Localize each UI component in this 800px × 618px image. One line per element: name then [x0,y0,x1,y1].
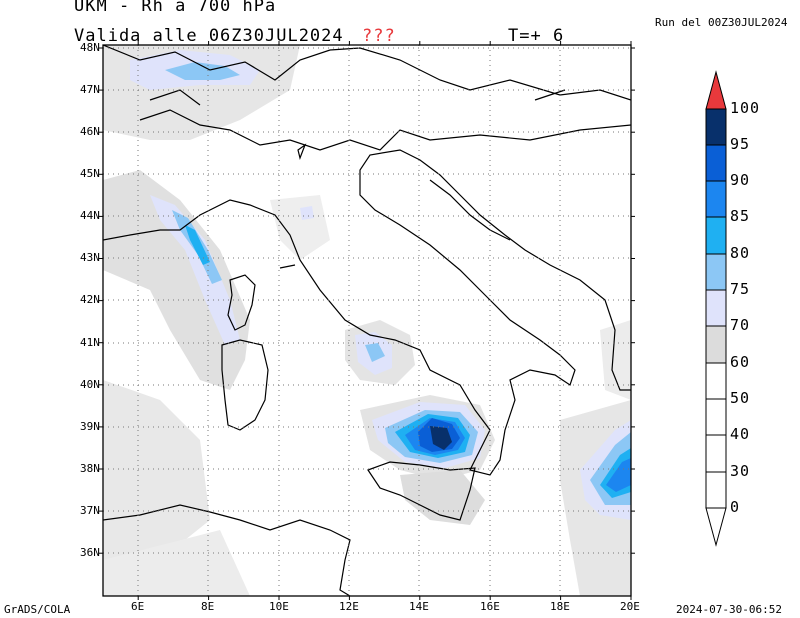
lon-label: 16E [480,600,500,613]
lat-label: 47N [80,83,100,96]
legend-label: 40 [730,425,751,443]
generation-timestamp: 2024-07-30-06:52 [676,603,782,616]
colorbar-over-arrow [705,70,727,110]
colorbar-bin [705,398,727,436]
valid-time: Valida alle 06Z30JUL2024 [74,26,344,46]
forecast-step: T=+ 6 [508,26,565,46]
colorbar-bin [705,471,727,509]
lon-label: 6E [131,600,145,613]
lat-label: 46N [80,125,100,138]
legend-label: 90 [730,171,751,189]
legend-label: 95 [730,135,751,153]
legend-label: 70 [730,316,751,334]
lat-label: 48N [80,41,100,54]
map-title: UKM - Rh a 700 hPa [74,0,277,16]
run-label: Run del 00Z30JUL2024 [655,16,788,29]
lat-label: 37N [80,504,100,517]
legend-label: 80 [730,244,751,262]
map-frame [102,44,632,597]
flag-label: ??? [362,26,396,46]
lat-label: 44N [80,209,100,222]
colorbar-bin [705,325,727,364]
lat-label: 45N [80,167,100,180]
legend-label: 60 [730,353,751,371]
lat-label: 43N [80,251,100,264]
lat-label: 36N [80,546,100,559]
colorbar-bin [705,362,727,400]
grads-credit: GrADS/COLA [4,603,71,616]
colorbar [705,70,727,547]
colorbar-bin [705,144,727,182]
humidity-shading [103,45,631,596]
lon-label: 10E [269,600,289,613]
legend-label: 0 [730,498,741,516]
lon-label: 14E [409,600,429,613]
lat-label: 42N [80,293,100,306]
colorbar-bin [705,253,727,291]
legend-label: 85 [730,207,751,225]
colorbar-bin [705,180,727,218]
graticule [103,45,631,596]
colorbar-under-arrow [705,507,727,547]
legend-label: 100 [730,99,761,117]
legend-label: 50 [730,389,751,407]
colorbar-bin [705,108,727,146]
colorbar-bin [705,216,727,255]
lon-label: 18E [550,600,570,613]
legend-label: 75 [730,280,751,298]
colorbar-bin [705,434,727,473]
lat-label: 41N [80,336,100,349]
colorbar-bin [705,289,727,327]
lat-label: 38N [80,462,100,475]
lon-label: 20E [620,600,640,613]
lat-label: 40N [80,378,100,391]
coastlines [103,45,631,596]
axis-ticks [99,41,635,600]
lon-label: 8E [201,600,215,613]
lon-label: 12E [339,600,359,613]
legend-label: 30 [730,462,751,480]
lat-label: 39N [80,420,100,433]
